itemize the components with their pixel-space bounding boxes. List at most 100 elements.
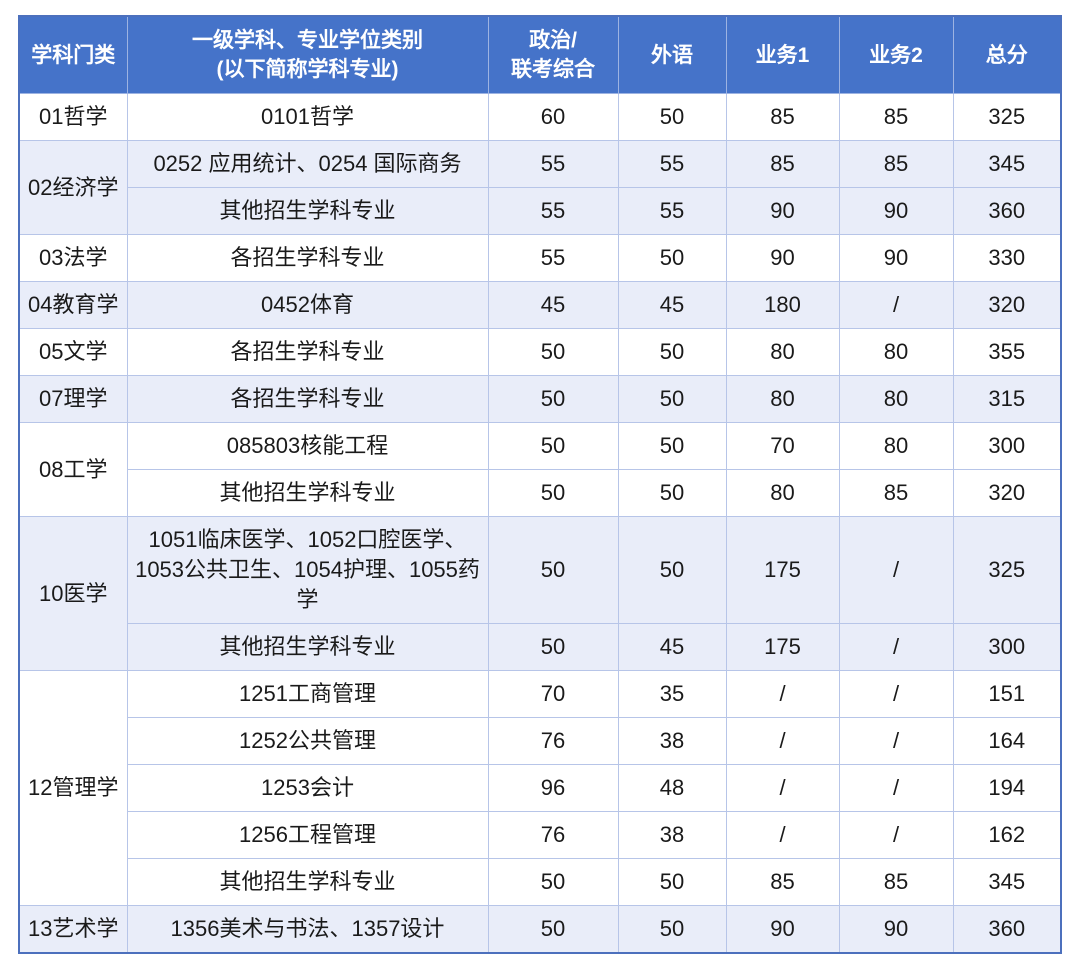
- score-cell: 175: [725, 623, 840, 671]
- score-cell: 55: [487, 234, 619, 282]
- table-row: 13艺术学 1356美术与书法、1357设计 50 50 90 90 360: [18, 905, 1062, 954]
- major-cell: 1253会计: [126, 764, 489, 812]
- table-row: 02经济学 0252 应用统计、0254 国际商务 55 55 85 85 345: [18, 140, 1062, 235]
- table-body: 01哲学 0101哲学 60 50 85 85 325 02经济学 0252 应用统计、0254…: [18, 93, 1062, 954]
- category-cell: 01哲学: [18, 93, 128, 141]
- major-cell: 1256工程管理: [126, 811, 489, 859]
- major-cell: 其他招生学科专业: [126, 187, 489, 235]
- table-row: 其他招生学科专业 50 50 85 85 345: [19, 858, 1062, 906]
- score-cell: 85: [838, 93, 954, 141]
- score-cell: 320: [952, 281, 1062, 329]
- score-cell: 315: [952, 375, 1062, 423]
- score-cell: 300: [952, 623, 1062, 671]
- column-header-business1: 业务1: [725, 15, 840, 94]
- score-cell: /: [725, 717, 840, 765]
- major-cell: 各招生学科专业: [126, 375, 489, 423]
- score-cell: 55: [617, 187, 727, 235]
- category-cell: 10医学: [18, 516, 128, 671]
- score-cell: 355: [952, 328, 1062, 376]
- major-cell: 1251工商管理: [126, 670, 489, 718]
- major-cell: 其他招生学科专业: [126, 469, 489, 517]
- score-cell: 35: [617, 670, 727, 718]
- score-cell: 300: [952, 422, 1062, 470]
- score-cell: 151: [952, 670, 1062, 718]
- score-cell: 85: [838, 469, 954, 517]
- score-cell: 50: [487, 858, 619, 906]
- score-cell: 85: [725, 858, 840, 906]
- score-cell: 325: [952, 516, 1062, 624]
- score-cell: 194: [952, 764, 1062, 812]
- score-cell: 45: [487, 281, 619, 329]
- table-row: 07理学 各招生学科专业 50 50 80 80 315: [18, 375, 1062, 423]
- score-cell: /: [725, 670, 840, 718]
- score-cell: 45: [617, 623, 727, 671]
- admission-score-table: 学科门类 一级学科、专业学位类别 (以下简称学科专业) 政治/ 联考综合 外语 业务1 业…: [18, 15, 1062, 954]
- table-row: 其他招生学科专业 55 55 90 90 360: [19, 187, 1062, 235]
- table-row: 1256工程管理 76 38//162: [19, 811, 1062, 859]
- score-cell: 80: [725, 328, 840, 376]
- major-cell: 0252 应用统计、0254 国际商务: [126, 140, 489, 188]
- score-cell: /: [838, 670, 954, 718]
- table-row: 12管理学 1251工商管理 70 35//151: [18, 670, 1062, 906]
- category-cell: 13艺术学: [18, 905, 128, 954]
- table-head-row: 学科门类 一级学科、专业学位类别 (以下简称学科专业) 政治/ 联考综合 外语 业务1 业…: [18, 15, 1062, 94]
- major-cell: 其他招生学科专业: [126, 623, 489, 671]
- score-cell: 55: [487, 140, 619, 188]
- score-cell: 38: [617, 717, 727, 765]
- score-cell: 90: [725, 187, 840, 235]
- score-cell: 162: [952, 811, 1062, 859]
- score-cell: 90: [725, 234, 840, 282]
- score-cell: 50: [617, 234, 727, 282]
- table-row: 1253会计 96 48//194: [19, 764, 1062, 812]
- category-cell: 08工学: [18, 422, 128, 517]
- column-header-foreign_language: 外语: [617, 15, 727, 94]
- score-cell: 96: [487, 764, 619, 812]
- score-cell: 345: [952, 140, 1062, 188]
- category-cell: 04教育学: [18, 281, 128, 329]
- table-row: 08工学 085803核能工程 50 50 70 80 300: [18, 422, 1062, 517]
- score-cell: 90: [838, 234, 954, 282]
- score-cell: 50: [617, 422, 727, 470]
- score-cell: 85: [725, 93, 840, 141]
- score-cell: 85: [838, 140, 954, 188]
- score-cell: 85: [725, 140, 840, 188]
- table-row: 1252公共管理 76 38//164: [19, 717, 1062, 765]
- score-cell: 180: [725, 281, 840, 329]
- score-cell: 320: [952, 469, 1062, 517]
- score-cell: 70: [487, 670, 619, 718]
- score-cell: 55: [617, 140, 727, 188]
- major-cell: 1356美术与书法、1357设计: [126, 905, 489, 954]
- table-row: 01哲学 0101哲学 60 50 85 85 325: [18, 93, 1062, 141]
- score-cell: 50: [487, 516, 619, 624]
- column-header-business2: 业务2: [838, 15, 954, 94]
- column-header-category: 学科门类: [18, 15, 128, 94]
- major-cell: 0101哲学: [126, 93, 489, 141]
- category-cell: 02经济学: [18, 140, 128, 235]
- major-cell: 1051临床医学、1052口腔医学、1053公共卫生、1054护理、1055药学: [126, 516, 489, 624]
- category-cell: 05文学: [18, 328, 128, 376]
- score-cell: 50: [487, 375, 619, 423]
- table-head: 学科门类 一级学科、专业学位类别 (以下简称学科专业) 政治/ 联考综合 外语 业务1 业…: [18, 15, 1062, 94]
- score-cell: 50: [617, 375, 727, 423]
- score-cell: 345: [952, 858, 1062, 906]
- column-header-politics: 政治/ 联考综合: [487, 15, 619, 94]
- score-cell: 76: [487, 811, 619, 859]
- score-cell: 80: [725, 375, 840, 423]
- score-cell: /: [838, 281, 954, 329]
- score-cell: /: [838, 717, 954, 765]
- score-cell: 48: [617, 764, 727, 812]
- category-cell: 07理学: [18, 375, 128, 423]
- table-row: 04教育学 0452体育 45 45 180/320: [18, 281, 1062, 329]
- major-cell: 085803核能工程: [126, 422, 489, 470]
- major-cell: 1252公共管理: [126, 717, 489, 765]
- score-cell: 175: [725, 516, 840, 624]
- score-cell: 50: [487, 422, 619, 470]
- score-cell: 50: [617, 858, 727, 906]
- score-cell: 50: [617, 905, 727, 954]
- major-cell: 各招生学科专业: [126, 234, 489, 282]
- table-row: 其他招生学科专业 50 45 175/300: [19, 623, 1062, 671]
- score-cell: 90: [725, 905, 840, 954]
- score-cell: 76: [487, 717, 619, 765]
- score-cell: 60: [487, 93, 619, 141]
- score-cell: 80: [838, 328, 954, 376]
